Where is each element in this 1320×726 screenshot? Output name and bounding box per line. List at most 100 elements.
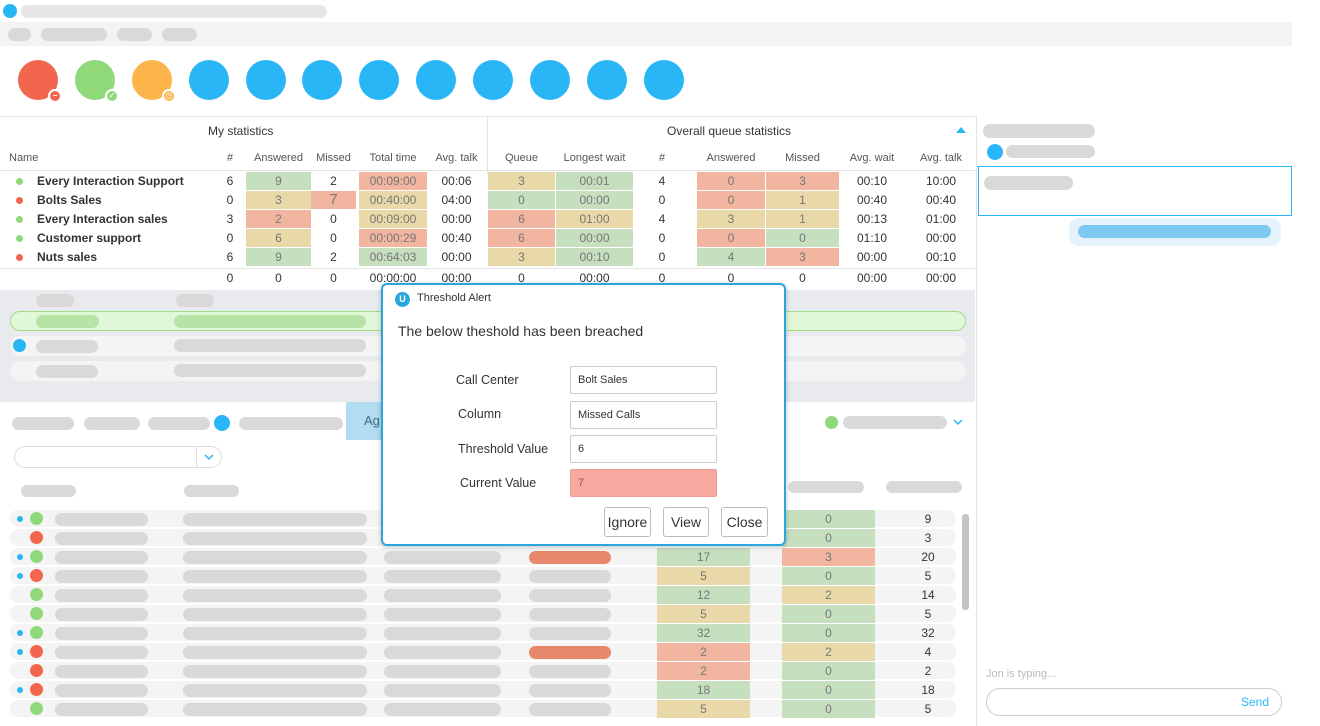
toolbar-action-button[interactable] [189,60,229,100]
chevron-down-icon[interactable] [199,449,219,465]
stat-cell-omissed: 1 [766,210,839,228]
stat-cell-answered: 3 [246,191,311,209]
threshold-value-field[interactable]: 6 [570,435,717,463]
close-button[interactable]: Close [721,507,768,537]
header-queue: Queue [504,152,539,164]
stat-cell-queue: 3 [488,248,555,266]
tab-placeholder[interactable] [239,417,343,430]
status-available-button[interactable]: ✓ [75,60,119,103]
menu-item[interactable] [41,28,107,41]
cell-placeholder [529,703,611,716]
stat-cell-omissed: 3 [766,172,839,190]
cell-placeholder [384,570,501,583]
presence-dot [825,416,838,429]
header-overall-missed: Missed [785,152,820,164]
cell-placeholder [55,627,148,640]
queue-name: Nuts sales [37,250,98,264]
cell-placeholder [183,608,367,621]
tab-placeholder[interactable] [12,417,74,430]
stat-cell-total-time: 00:09:00 [359,172,427,190]
toolbar-action-button[interactable] [530,60,570,100]
stat-cell-longest-wait: 00:00 [556,229,633,247]
ignore-button[interactable]: Ignore [604,507,651,537]
view-button[interactable]: View [663,507,709,537]
current-value-field[interactable]: 7 [570,469,717,497]
stat-cell-avg-talk: 00:40 [441,231,472,245]
stat-cell-oavg-talk: 10:00 [925,174,957,188]
stat-cell-avg-wait: 00:13 [856,212,888,226]
unread-dot [17,687,23,693]
cell-placeholder [183,627,367,640]
header-avg-talk: Avg. talk [435,152,478,164]
send-button[interactable]: Send [1240,695,1269,709]
tab-placeholder[interactable] [148,417,210,430]
cell-placeholder [55,646,148,659]
total-avg-wait: 00:00 [856,271,888,285]
menu-item[interactable] [117,28,152,41]
agent-status-dot [30,683,43,696]
total-overall-missed: 0 [799,271,806,285]
unread-dot [17,630,23,636]
toolbar-action-button[interactable] [473,60,513,100]
toolbar-action-button[interactable] [644,60,684,100]
unread-dot [17,649,23,655]
collapse-up-icon[interactable] [956,127,966,133]
total-overall-avg-talk: 00:00 [925,271,957,285]
column-field[interactable]: Missed Calls [570,401,717,429]
header-overall-count: # [658,152,666,164]
agent-total: 18 [921,683,935,697]
queue-name: Bolts Sales [37,193,102,207]
unread-dot [17,573,23,579]
stat-cell-oanswered: 0 [697,229,765,247]
cell-placeholder [183,684,367,697]
cell-placeholder [55,665,148,678]
toolbar-action-button[interactable] [302,60,342,100]
cell-placeholder [529,589,611,602]
stat-cell-avg-wait: 01:10 [856,231,888,245]
cell-placeholder [55,532,148,545]
filter-dropdown[interactable] [14,446,222,468]
agent-cell-b: 3 [782,548,875,566]
tab-placeholder[interactable] [84,417,140,430]
agent-status-dot [30,626,43,639]
chat-conversation-item[interactable] [978,166,1292,216]
toolbar-action-button[interactable] [359,60,399,100]
toolbar-action-button[interactable] [416,60,456,100]
divider [0,170,975,171]
stat-cell-missed: 2 [330,174,337,188]
cell-placeholder [183,532,367,545]
stat-cell-queue: 0 [488,191,555,209]
header-overall-answered: Answered [706,152,756,164]
filter-placeholder[interactable] [843,416,947,429]
cell-placeholder [55,684,148,697]
status-away-button[interactable]: ◷ [132,60,176,103]
header-answered: Answered [254,152,303,164]
header-total-time: Total time [369,152,417,164]
stat-cell-answered: 9 [246,248,311,266]
toolbar-action-button[interactable] [587,60,627,100]
cell-placeholder [529,646,611,659]
stat-cell-omissed: 0 [766,229,839,247]
cell-placeholder [529,551,611,564]
column-header-placeholder [184,485,239,497]
status-busy-button[interactable]: − [18,60,62,103]
agent-total: 4 [924,645,932,659]
threshold-value-label: Threshold Value [458,442,549,456]
chat-input[interactable]: Send [986,688,1282,716]
cell-placeholder [384,551,501,564]
toolbar-action-button[interactable] [246,60,286,100]
scrollbar[interactable] [962,514,969,610]
tab-agents[interactable]: Ag [346,402,386,440]
agent-cell-a: 18 [657,681,750,699]
cell-placeholder [529,608,611,621]
cell-placeholder [529,627,611,640]
stat-cell-total-time: 00:64:03 [359,248,427,266]
stat-cell-missed: 2 [330,250,337,264]
chevron-down-icon[interactable] [953,419,963,427]
stat-cell-oavg-talk: 00:00 [925,231,957,245]
call-center-field[interactable]: Bolt Sales [570,366,717,394]
menu-item[interactable] [8,28,31,41]
check-icon: ✓ [105,89,119,103]
cell-placeholder [529,684,611,697]
menu-item[interactable] [162,28,197,41]
